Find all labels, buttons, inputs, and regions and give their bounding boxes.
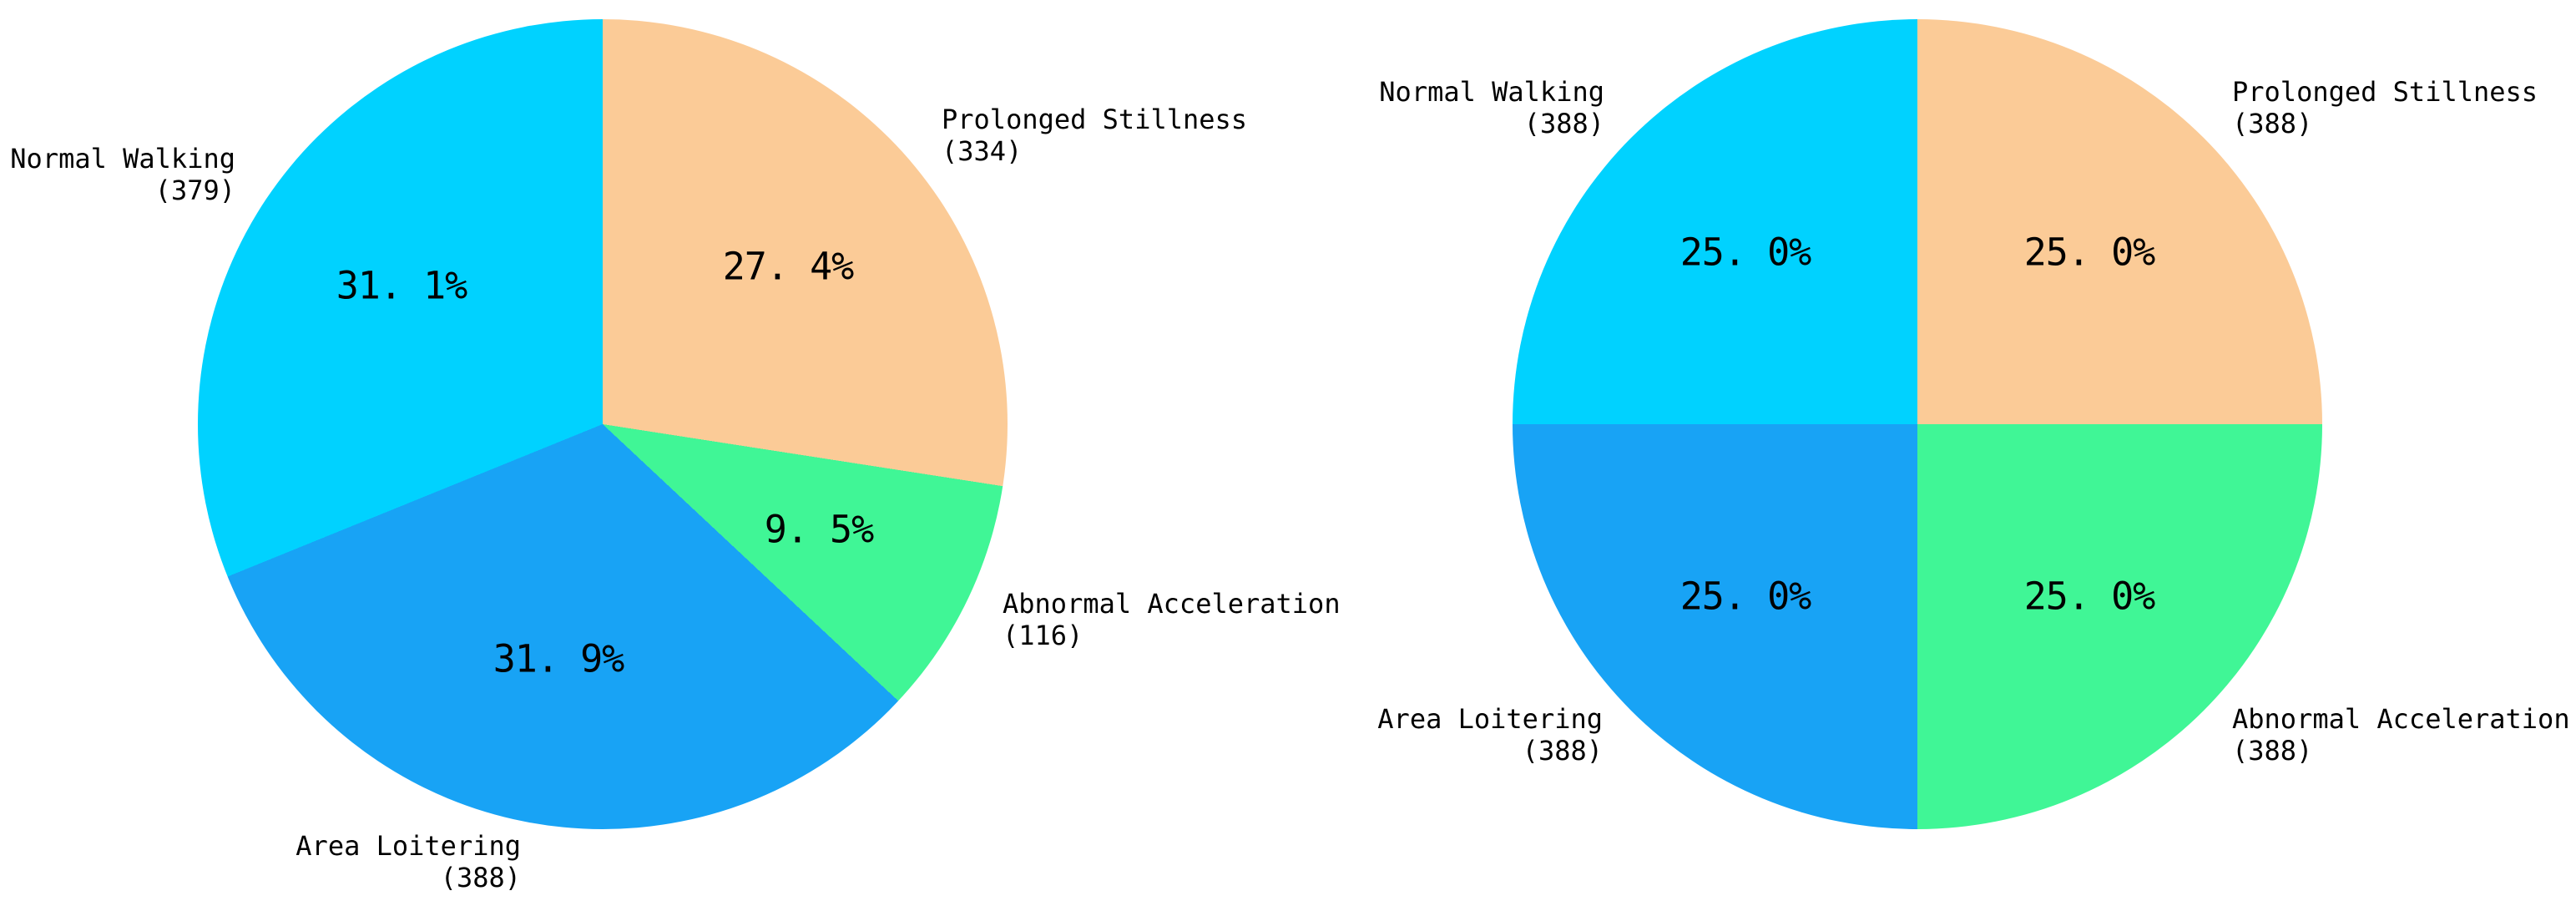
slice-count-text: (334) [942,135,1023,167]
slice-count-text: (388) [1523,108,1604,139]
slice-label-text: Prolonged Stillness [2232,76,2538,108]
slice-label-text: Normal Walking [1379,76,1604,108]
pie-chart-left [198,19,1008,829]
slice-label-text: Abnormal Acceleration [1003,588,1341,620]
percent-label-normal-walking-left: 31. 1% [336,263,468,308]
slice-label-text: Area Loitering [295,830,521,862]
slice-label-abnormal-acceleration-right: Abnormal Acceleration (388) [2232,703,2570,767]
slice-count-text: (388) [1522,735,1603,767]
slice-label-normal-walking-right: Normal Walking (388) [1379,76,1604,139]
slice-count-text: (388) [2232,108,2313,139]
slice-label-text: Area Loitering [1377,703,1603,735]
slice-label-abnormal-acceleration-left: Abnormal Acceleration (116) [1003,588,1341,651]
slice-label-text: Normal Walking [10,143,235,175]
slice-label-prolonged-stillness-left: Prolonged Stillness (334) [942,104,1247,167]
slice-label-normal-walking-left: Normal Walking (379) [10,143,235,206]
percent-label-abnormal-acceleration-left: 9. 5% [764,507,874,552]
slice-count-text: (116) [1003,620,1083,651]
slice-count-text: (388) [2232,735,2313,767]
slice-count-text: (379) [154,175,235,206]
slice-label-text: Prolonged Stillness [942,104,1248,135]
percent-label-normal-walking-right: 25. 0% [1679,230,1812,275]
pie-chart-right [1513,19,2322,829]
slice-label-area-loitering-left: Area Loitering (388) [295,830,521,893]
slice-label-area-loitering-right: Area Loitering (388) [1377,703,1603,767]
slice-label-prolonged-stillness-right: Prolonged Stillness (388) [2232,76,2538,139]
slice-count-text: (388) [440,862,521,893]
percent-label-prolonged-stillness-right: 25. 0% [2023,230,2156,275]
slice-label-text: Abnormal Acceleration [2232,703,2570,735]
percent-label-abnormal-acceleration-right: 25. 0% [2023,574,2156,619]
percent-label-area-loitering-left: 31. 9% [492,636,625,681]
percent-label-area-loitering-right: 25. 0% [1679,574,1812,619]
percent-label-prolonged-stillness-left: 27. 4% [722,244,855,289]
